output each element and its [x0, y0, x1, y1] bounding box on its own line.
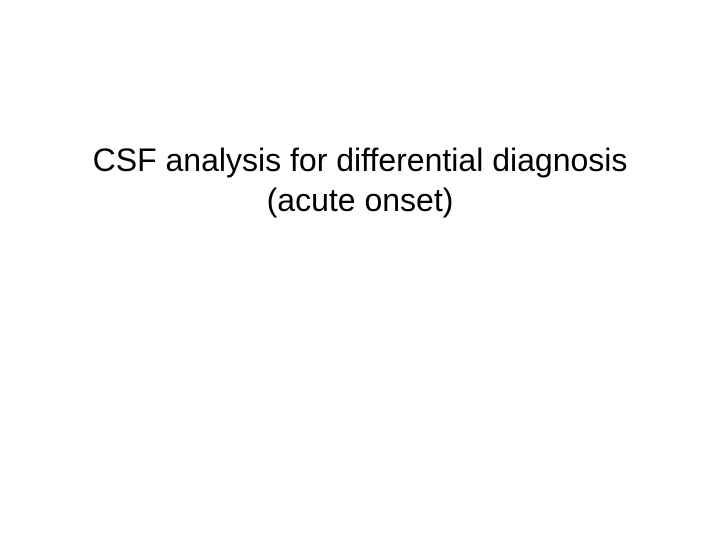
slide-title: CSF analysis for differential diagnosis … [0, 140, 720, 220]
slide: CSF analysis for differential diagnosis … [0, 0, 720, 540]
slide-title-line-1: CSF analysis for differential diagnosis [0, 140, 720, 180]
slide-title-line-2: (acute onset) [0, 180, 720, 220]
